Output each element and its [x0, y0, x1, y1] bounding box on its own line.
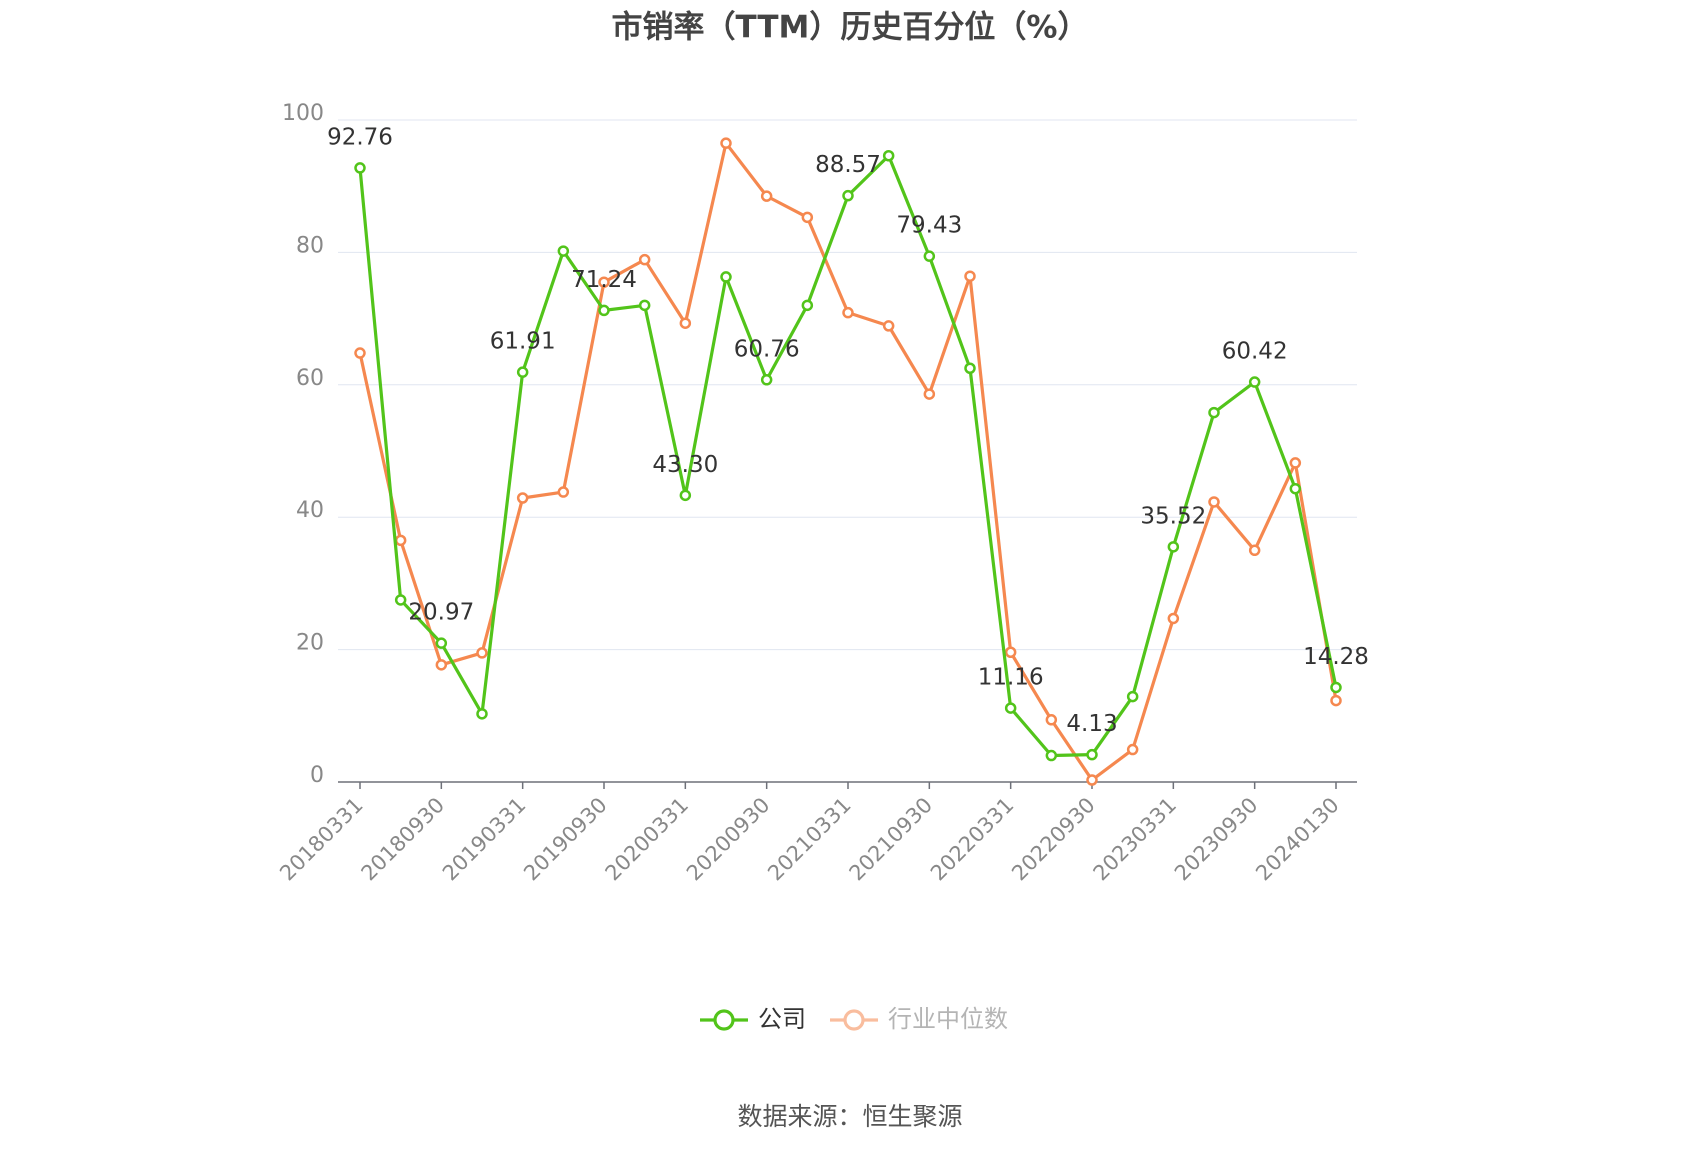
series-line: [358, 141, 1338, 782]
x-tick-label: 20190331: [438, 793, 531, 886]
data-point: [1208, 406, 1220, 419]
data-point: [476, 708, 488, 720]
data-point: [557, 486, 570, 498]
data-point: [1248, 376, 1261, 388]
data-point: [1086, 774, 1098, 786]
x-tick-label: 20220331: [926, 793, 1019, 886]
source-note: 数据来源：恒生聚源: [737, 1102, 962, 1131]
x-tick-label: 20180331: [275, 793, 368, 886]
x-tick-label: 20180930: [357, 793, 450, 886]
y-tick-label: 40: [296, 498, 324, 523]
x-tick-label: 20230331: [1089, 793, 1182, 886]
data-point: [1248, 544, 1261, 557]
data-point: [1167, 612, 1180, 625]
data-point: [1045, 749, 1058, 762]
data-point: [801, 211, 814, 224]
legend-marker: [843, 1009, 865, 1031]
data-point: [842, 189, 854, 202]
data-point: [1330, 694, 1342, 707]
data-point: [964, 362, 976, 374]
data-point: [1330, 681, 1342, 694]
data-point: [801, 299, 814, 312]
data-label: 92.76: [327, 124, 393, 150]
data-point: [1289, 457, 1302, 469]
data-point: [1004, 646, 1017, 658]
data-point: [679, 489, 692, 502]
legend-label: 行业中位数: [888, 1005, 1008, 1033]
data-label: 43.30: [652, 452, 718, 478]
data-point: [516, 366, 529, 378]
data-label: 14.28: [1303, 644, 1369, 670]
legend-item: 行业中位数: [830, 1005, 1008, 1033]
data-point: [720, 271, 732, 283]
x-tick-label: 20200331: [601, 793, 694, 886]
data-point: [638, 253, 651, 266]
x-tick-label: 20190930: [519, 793, 612, 886]
data-point: [1289, 482, 1302, 495]
data-point: [760, 374, 773, 386]
x-tick-label: 20230930: [1170, 793, 1263, 886]
data-point: [476, 647, 488, 659]
data-point: [354, 162, 366, 174]
data-point: [964, 270, 976, 282]
data-point: [435, 659, 448, 671]
x-tick-label: 20210331: [763, 793, 856, 886]
data-label: 60.76: [734, 336, 800, 362]
data-point: [1126, 690, 1139, 703]
x-tick-label: 20210930: [845, 793, 938, 886]
data-point: [882, 149, 895, 162]
data-label: 4.13: [1066, 711, 1117, 737]
data-point: [842, 306, 854, 319]
y-tick-label: 20: [296, 631, 324, 656]
data-label: 61.91: [490, 329, 556, 355]
x-tick-label: 20200930: [682, 793, 775, 886]
chart-title: 市销率（TTM）历史百分位（%）: [612, 10, 1089, 46]
data-point: [1086, 748, 1098, 761]
data-label: 20.97: [408, 600, 474, 626]
data-point: [923, 250, 936, 262]
data-point: [394, 594, 407, 606]
series-line: [358, 154, 1338, 758]
data-label: 60.42: [1222, 339, 1288, 365]
y-tick-label: 0: [310, 763, 324, 788]
data-point: [679, 317, 692, 329]
y-tick-label: 100: [282, 101, 324, 126]
data-label: 11.16: [978, 665, 1044, 691]
data-point: [435, 637, 448, 649]
data-label: 88.57: [815, 152, 881, 178]
data-point: [1126, 743, 1139, 756]
data-point: [882, 320, 895, 332]
data-point: [1045, 714, 1058, 726]
data-point: [598, 304, 610, 317]
data-point: [760, 190, 773, 202]
legend-item: 公司: [700, 1005, 806, 1033]
data-point: [720, 137, 732, 149]
y-tick-label: 60: [296, 366, 324, 391]
x-tick-label: 20240130: [1251, 793, 1344, 886]
data-point: [1167, 541, 1180, 553]
legend-marker: [713, 1009, 735, 1031]
data-point: [638, 299, 651, 312]
data-point: [1208, 496, 1220, 508]
legend-label: 公司: [758, 1005, 806, 1033]
data-point: [598, 276, 610, 288]
data-label: 35.52: [1140, 503, 1206, 529]
y-tick-label: 80: [296, 233, 324, 258]
data-point: [557, 245, 570, 257]
data-point: [516, 492, 529, 504]
x-tick-label: 20220930: [1007, 793, 1100, 886]
data-point: [923, 388, 936, 400]
data-point: [394, 534, 407, 547]
data-point: [354, 347, 366, 359]
data-label: 79.43: [896, 213, 962, 239]
data-point: [1004, 702, 1017, 714]
data-label: 71.24: [571, 267, 637, 293]
